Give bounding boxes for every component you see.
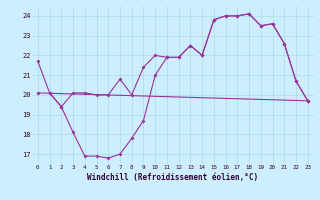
X-axis label: Windchill (Refroidissement éolien,°C): Windchill (Refroidissement éolien,°C) — [87, 173, 258, 182]
